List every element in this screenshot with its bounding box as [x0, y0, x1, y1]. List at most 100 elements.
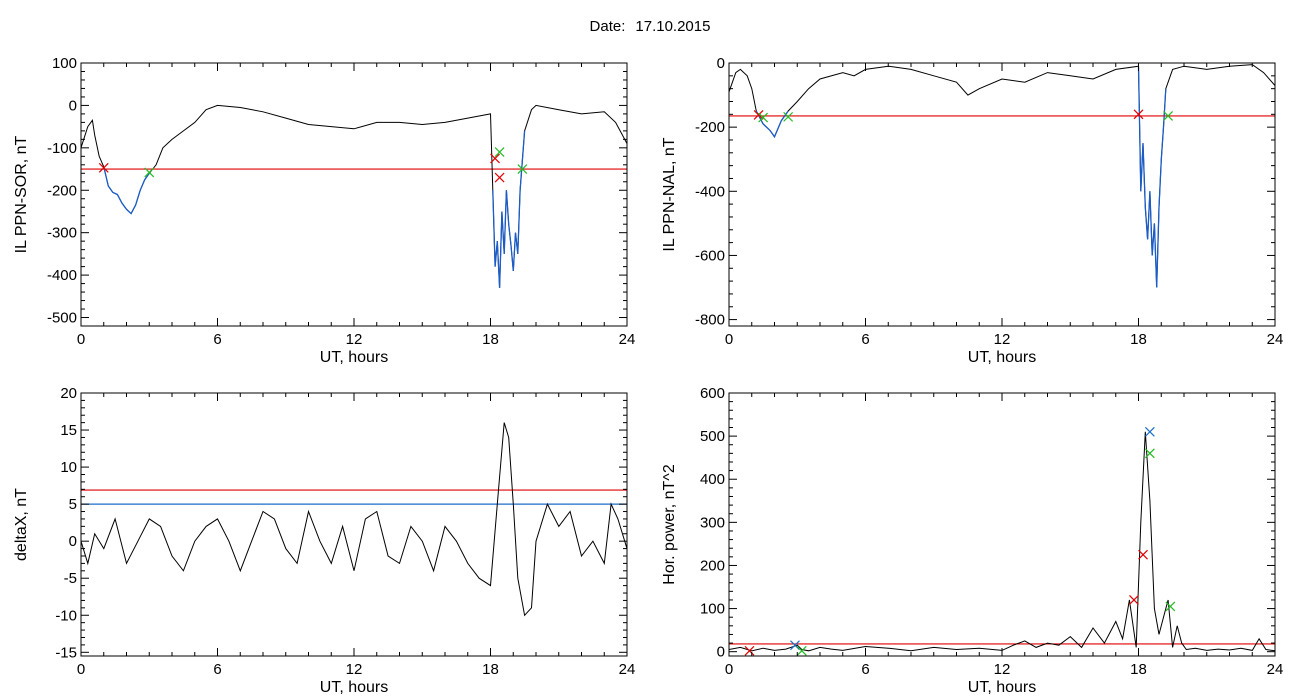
y-tick-label: -5 — [64, 570, 77, 587]
marker-stroke — [490, 153, 500, 164]
marker-stroke — [494, 172, 505, 183]
plot-frame — [80, 392, 628, 657]
event-marker-5 — [1163, 110, 1173, 121]
y-tick-label: 300 — [700, 514, 725, 531]
y-tick-label: 0 — [717, 644, 725, 661]
event-marker-8 — [1165, 601, 1176, 612]
event-marker-1 — [98, 162, 109, 173]
chart-panel-2: 0 6 12 18 24 -800 -600 -400 -200 0 UT, hours IL PPN… — [661, 55, 1283, 366]
x-tick-label: 24 — [1267, 661, 1284, 678]
event-marker-5 — [494, 172, 505, 183]
marker-stroke — [744, 645, 755, 656]
date-value: 17.10.2015 — [635, 18, 711, 35]
x-tick-label: 6 — [861, 331, 869, 348]
plot-frame — [80, 62, 628, 327]
marker-stroke — [1163, 110, 1173, 121]
x-tick-label: 0 — [725, 661, 733, 678]
data-series-line — [81, 422, 627, 617]
event-marker-3 — [783, 111, 794, 122]
event-marker-3 — [490, 153, 500, 164]
highlight-segment-2 — [492, 130, 526, 288]
event-marker-4 — [1129, 595, 1139, 605]
y-tick-label: 0 — [69, 97, 77, 114]
x-tick-label: 24 — [619, 331, 636, 348]
event-marker-1 — [753, 110, 764, 120]
x-tick-label: 0 — [725, 331, 733, 348]
y-tick-label: -100 — [47, 140, 77, 157]
plot-frame — [728, 62, 1276, 327]
event-marker-4 — [1133, 109, 1144, 120]
chart-panel-3: 0 6 12 18 24 -15 -10 -5 0 5 10 15 20 UT, hours deltaX,… — [13, 385, 635, 696]
x-tick-label: 12 — [346, 331, 363, 348]
highlight-segment-1 — [103, 166, 150, 215]
marker-stroke — [753, 110, 764, 120]
data-series-line — [81, 104, 627, 288]
event-marker-7 — [1144, 448, 1155, 459]
event-marker-2 — [758, 112, 769, 123]
highlight-segment-2 — [1137, 66, 1167, 288]
x-tick-label: 0 — [77, 331, 85, 348]
highlight-segment-1 — [755, 110, 789, 139]
y-tick-label: -300 — [47, 225, 77, 242]
marker-stroke — [783, 111, 794, 122]
marker-stroke — [98, 162, 109, 173]
chart-panel-4: 0 6 12 18 24 0 100 200 300 400 500 600 UT, hours Hor.… — [661, 385, 1283, 696]
plot-frame — [728, 392, 1276, 657]
x-axis-label: UT, hours — [320, 679, 388, 696]
y-tick-label: -400 — [695, 183, 725, 200]
x-tick-label: 12 — [994, 661, 1011, 678]
date-title: Date: 17.10.2015 — [0, 18, 1300, 35]
y-tick-label: -400 — [47, 267, 77, 284]
x-tick-label: 6 — [213, 331, 221, 348]
y-tick-label: 500 — [700, 428, 725, 445]
y-tick-label: -200 — [47, 182, 77, 199]
x-tick-label: 18 — [482, 661, 499, 678]
x-tick-label: 24 — [619, 661, 636, 678]
event-marker-2 — [790, 640, 800, 651]
event-marker-4 — [494, 147, 505, 158]
y-tick-label: 200 — [700, 557, 725, 574]
y-tick-label: -800 — [695, 312, 725, 329]
event-marker-2 — [144, 167, 155, 178]
marker-stroke — [1129, 595, 1139, 605]
x-tick-label: 6 — [861, 661, 869, 678]
y-tick-label: 400 — [700, 471, 725, 488]
marker-stroke — [790, 640, 800, 651]
x-tick-label: 18 — [482, 331, 499, 348]
y-tick-label: 20 — [60, 385, 77, 402]
event-marker-6 — [1144, 426, 1155, 437]
y-axis-label: IL PPN-SOR, nT — [13, 135, 30, 253]
x-axis-label: UT, hours — [320, 349, 388, 366]
event-marker-6 — [517, 164, 528, 174]
y-tick-label: -500 — [47, 310, 77, 327]
y-tick-label: 0 — [717, 55, 725, 72]
x-axis-label: UT, hours — [968, 679, 1036, 696]
x-tick-label: 24 — [1267, 331, 1284, 348]
y-tick-label: 10 — [60, 459, 77, 476]
x-tick-label: 0 — [77, 661, 85, 678]
marker-stroke — [1133, 109, 1144, 120]
marker-stroke — [1144, 426, 1155, 437]
chart-panel-1: 0 6 12 18 24 -500 -400 -300 -200 -100 0 100 UT, hour… — [13, 55, 635, 366]
marker-stroke — [144, 167, 155, 178]
x-tick-label: 18 — [1130, 331, 1147, 348]
marker-stroke — [494, 147, 505, 158]
y-tick-label: 600 — [700, 385, 725, 402]
data-series-line — [729, 64, 1275, 288]
x-tick-label: 18 — [1130, 661, 1147, 678]
y-tick-label: 15 — [60, 422, 77, 439]
marker-stroke — [796, 645, 807, 656]
data-series-line — [729, 431, 1275, 652]
x-tick-label: 12 — [346, 661, 363, 678]
marker-stroke — [758, 112, 769, 123]
event-marker-5 — [1138, 549, 1148, 560]
y-tick-label: 0 — [69, 533, 77, 550]
x-axis-label: UT, hours — [968, 349, 1036, 366]
y-tick-label: -600 — [695, 247, 725, 264]
marker-stroke — [1144, 448, 1155, 459]
y-axis-label: deltaX, nT — [13, 488, 30, 561]
y-axis-label: IL PPN-NAL, nT — [661, 137, 678, 251]
event-marker-1 — [744, 645, 755, 656]
y-tick-label: -15 — [55, 644, 77, 661]
